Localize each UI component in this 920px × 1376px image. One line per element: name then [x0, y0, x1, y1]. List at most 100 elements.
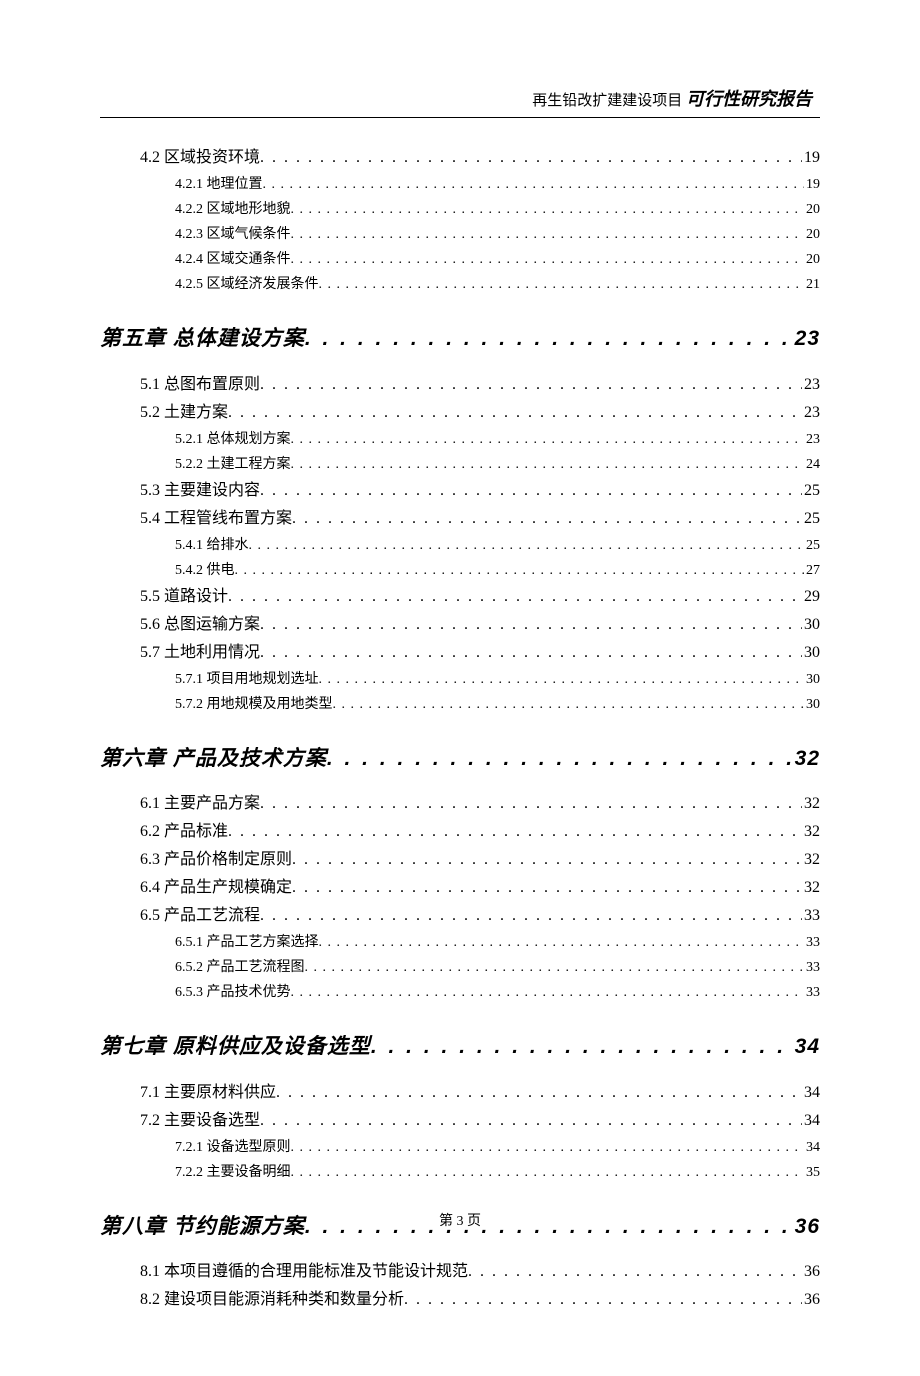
toc-page-number: 19 — [804, 174, 820, 195]
toc-entry: 6.3 产品价格制定原则. . . . . . . . . . . . . . … — [140, 848, 820, 872]
toc-entry: 5.2.2 土建工程方案. . . . . . . . . . . . . . … — [175, 454, 820, 475]
toc-label: 5.4 工程管线布置方案 — [140, 507, 292, 531]
toc-entry: 5.1 总图布置原则. . . . . . . . . . . . . . . … — [140, 373, 820, 397]
toc-entry: 5.4.2 供电. . . . . . . . . . . . . . . . … — [175, 560, 820, 581]
header-title: 可行性研究报告 — [686, 89, 812, 109]
toc-leader-dots: . . . . . . . . . . . . . . . . . . . . … — [291, 982, 805, 1003]
toc-page-number: 36 — [802, 1288, 820, 1312]
toc-label: 6.2 产品标准 — [140, 820, 228, 844]
toc-page-number: 25 — [802, 479, 820, 503]
toc-page-number: 34 — [802, 1081, 820, 1105]
table-of-contents: 4.2 区域投资环境. . . . . . . . . . . . . . . … — [100, 146, 820, 1312]
toc-page-number: 34 — [802, 1109, 820, 1133]
toc-leader-dots: . . . . . . . . . . . . . . . . . . . . … — [260, 613, 802, 637]
toc-page-number: 27 — [804, 560, 820, 581]
toc-page-number: 30 — [802, 613, 820, 637]
toc-leader-dots: . . . . . . . . . . . . . . . . . . . . … — [327, 743, 793, 775]
toc-label: 5.4.1 给排水 — [175, 535, 249, 556]
page-number: 第 3 页 — [439, 1214, 481, 1229]
toc-entry: 4.2.4 区域交通条件. . . . . . . . . . . . . . … — [175, 249, 820, 270]
toc-page-number: 34 — [793, 1031, 820, 1063]
toc-label: 7.2 主要设备选型 — [140, 1109, 260, 1133]
toc-label: 7.2.1 设备选型原则 — [175, 1137, 291, 1158]
toc-label: 5.4.2 供电 — [175, 560, 235, 581]
toc-page-number: 30 — [802, 641, 820, 665]
toc-entry: 4.2 区域投资环境. . . . . . . . . . . . . . . … — [140, 146, 820, 170]
toc-label: 8.1 本项目遵循的合理用能标准及节能设计规范 — [140, 1260, 468, 1284]
toc-label: 7.1 主要原材料供应 — [140, 1081, 276, 1105]
toc-entry: 4.2.1 地理位置. . . . . . . . . . . . . . . … — [175, 174, 820, 195]
toc-label: 6.4 产品生产规模确定 — [140, 876, 292, 900]
toc-page-number: 33 — [804, 982, 820, 1003]
toc-page-number: 20 — [804, 249, 820, 270]
toc-entry: 6.5.1 产品工艺方案选择. . . . . . . . . . . . . … — [175, 932, 820, 953]
toc-label: 6.5.1 产品工艺方案选择 — [175, 932, 319, 953]
toc-leader-dots: . . . . . . . . . . . . . . . . . . . . … — [319, 274, 805, 295]
toc-leader-dots: . . . . . . . . . . . . . . . . . . . . … — [291, 249, 805, 270]
toc-label: 7.2.2 主要设备明细 — [175, 1162, 291, 1183]
toc-leader-dots: . . . . . . . . . . . . . . . . . . . . … — [291, 1137, 805, 1158]
toc-entry: 6.5 产品工艺流程. . . . . . . . . . . . . . . … — [140, 904, 820, 928]
toc-entry: 7.2 主要设备选型. . . . . . . . . . . . . . . … — [140, 1109, 820, 1133]
toc-label: 5.5 道路设计 — [140, 585, 228, 609]
toc-entry: 第六章 产品及技术方案. . . . . . . . . . . . . . .… — [100, 743, 820, 775]
toc-entry: 5.6 总图运输方案. . . . . . . . . . . . . . . … — [140, 613, 820, 637]
toc-page-number: 25 — [804, 535, 820, 556]
toc-leader-dots: . . . . . . . . . . . . . . . . . . . . … — [292, 848, 802, 872]
toc-page-number: 32 — [793, 743, 820, 775]
toc-leader-dots: . . . . . . . . . . . . . . . . . . . . … — [292, 876, 802, 900]
toc-entry: 7.1 主要原材料供应. . . . . . . . . . . . . . .… — [140, 1081, 820, 1105]
toc-page-number: 23 — [793, 323, 820, 355]
toc-leader-dots: . . . . . . . . . . . . . . . . . . . . … — [319, 932, 805, 953]
toc-page-number: 30 — [804, 694, 820, 715]
toc-entry: 6.1 主要产品方案. . . . . . . . . . . . . . . … — [140, 792, 820, 816]
toc-entry: 4.2.3 区域气候条件. . . . . . . . . . . . . . … — [175, 224, 820, 245]
toc-label: 4.2.2 区域地形地貌 — [175, 199, 291, 220]
toc-leader-dots: . . . . . . . . . . . . . . . . . . . . … — [291, 224, 805, 245]
toc-leader-dots: . . . . . . . . . . . . . . . . . . . . … — [319, 669, 805, 690]
toc-page-number: 36 — [802, 1260, 820, 1284]
toc-leader-dots: . . . . . . . . . . . . . . . . . . . . … — [333, 694, 805, 715]
toc-entry: 6.2 产品标准. . . . . . . . . . . . . . . . … — [140, 820, 820, 844]
toc-leader-dots: . . . . . . . . . . . . . . . . . . . . … — [260, 146, 802, 170]
toc-leader-dots: . . . . . . . . . . . . . . . . . . . . … — [291, 429, 805, 450]
toc-label: 第六章 产品及技术方案 — [100, 743, 327, 775]
toc-entry: 5.2 土建方案. . . . . . . . . . . . . . . . … — [140, 401, 820, 425]
toc-label: 6.5.3 产品技术优势 — [175, 982, 291, 1003]
toc-page-number: 35 — [804, 1162, 820, 1183]
toc-label: 5.7.1 项目用地规划选址 — [175, 669, 319, 690]
toc-leader-dots: . . . . . . . . . . . . . . . . . . . . … — [260, 1109, 802, 1133]
toc-page-number: 23 — [802, 401, 820, 425]
toc-entry: 第七章 原料供应及设备选型. . . . . . . . . . . . . .… — [100, 1031, 820, 1063]
toc-leader-dots: . . . . . . . . . . . . . . . . . . . . … — [263, 174, 805, 195]
toc-leader-dots: . . . . . . . . . . . . . . . . . . . . … — [371, 1031, 793, 1063]
toc-leader-dots: . . . . . . . . . . . . . . . . . . . . … — [228, 401, 802, 425]
toc-page-number: 32 — [802, 876, 820, 900]
toc-leader-dots: . . . . . . . . . . . . . . . . . . . . … — [260, 373, 802, 397]
toc-label: 6.1 主要产品方案 — [140, 792, 260, 816]
toc-page-number: 24 — [804, 454, 820, 475]
toc-leader-dots: . . . . . . . . . . . . . . . . . . . . … — [291, 454, 805, 475]
toc-entry: 6.5.2 产品工艺流程图. . . . . . . . . . . . . .… — [175, 957, 820, 978]
toc-leader-dots: . . . . . . . . . . . . . . . . . . . . … — [228, 585, 802, 609]
toc-page-number: 32 — [802, 792, 820, 816]
toc-label: 5.2.1 总体规划方案 — [175, 429, 291, 450]
toc-leader-dots: . . . . . . . . . . . . . . . . . . . . … — [404, 1288, 802, 1312]
toc-label: 6.5 产品工艺流程 — [140, 904, 260, 928]
header-prefix: 再生铅改扩建建设项目 — [532, 93, 682, 109]
toc-entry: 6.5.3 产品技术优势. . . . . . . . . . . . . . … — [175, 982, 820, 1003]
toc-page-number: 32 — [802, 820, 820, 844]
toc-leader-dots: . . . . . . . . . . . . . . . . . . . . … — [260, 479, 802, 503]
toc-label: 5.2.2 土建工程方案 — [175, 454, 291, 475]
toc-leader-dots: . . . . . . . . . . . . . . . . . . . . … — [260, 641, 802, 665]
toc-label: 6.3 产品价格制定原则 — [140, 848, 292, 872]
toc-page-number: 32 — [802, 848, 820, 872]
toc-entry: 6.4 产品生产规模确定. . . . . . . . . . . . . . … — [140, 876, 820, 900]
toc-leader-dots: . . . . . . . . . . . . . . . . . . . . … — [228, 820, 802, 844]
toc-page-number: 20 — [804, 224, 820, 245]
page-header: 再生铅改扩建建设项目 可行性研究报告 — [100, 85, 820, 118]
toc-leader-dots: . . . . . . . . . . . . . . . . . . . . … — [305, 957, 805, 978]
toc-page-number: 19 — [802, 146, 820, 170]
toc-label: 4.2.3 区域气候条件 — [175, 224, 291, 245]
toc-leader-dots: . . . . . . . . . . . . . . . . . . . . … — [291, 1162, 805, 1183]
